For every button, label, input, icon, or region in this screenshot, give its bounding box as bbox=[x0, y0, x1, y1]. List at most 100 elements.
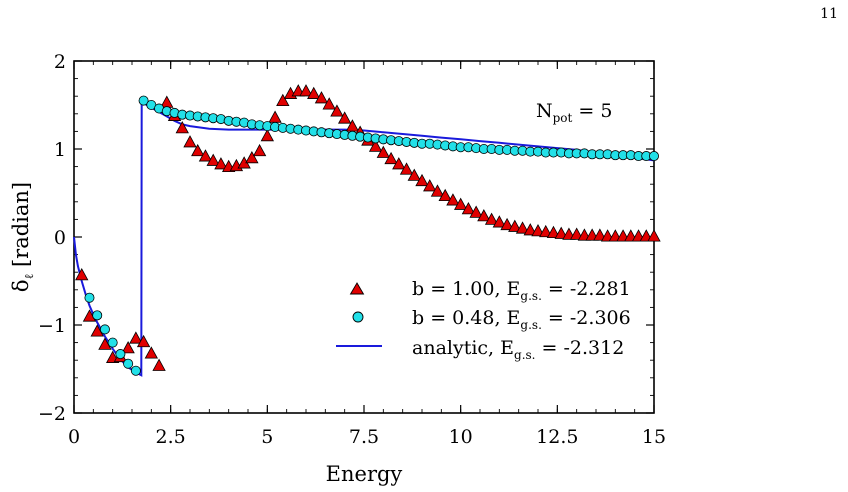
triangle-point bbox=[314, 91, 329, 104]
triangle-point bbox=[307, 86, 321, 99]
triangle-point bbox=[500, 217, 514, 231]
triangle-point bbox=[129, 331, 143, 344]
axis-ticks bbox=[73, 60, 655, 414]
legend-value-1: = -2.281 bbox=[542, 278, 631, 300]
tick-labels: 0 2.5 5 7.5 10 12.5 15 −2 −1 0 1 2 bbox=[38, 51, 666, 448]
triangle-point bbox=[276, 93, 290, 106]
circle-point bbox=[92, 310, 103, 321]
legend-label-1: b = 1.00, E bbox=[412, 278, 520, 300]
triangle-point bbox=[245, 150, 259, 164]
y-tick-label: 0 bbox=[54, 227, 66, 249]
triangle-point bbox=[430, 184, 445, 197]
circle-point bbox=[107, 337, 118, 348]
y-tick-label: 1 bbox=[54, 139, 66, 161]
triangle-point bbox=[647, 229, 661, 242]
y-axis-unit: [radian] bbox=[9, 182, 33, 274]
triangle-point bbox=[214, 157, 228, 170]
x-axis-title: Energy bbox=[326, 462, 403, 486]
triangle-point bbox=[121, 341, 135, 354]
triangle-point bbox=[569, 227, 584, 240]
legend-sub-3: g.s. bbox=[514, 348, 535, 362]
x-tick-label: 12.5 bbox=[536, 426, 578, 448]
legend-entry-3: analytic, Eg.s. = -2.312 bbox=[336, 337, 624, 362]
triangle-point bbox=[252, 143, 267, 157]
legend-entry-1: b = 1.00, Eg.s. = -2.281 bbox=[349, 278, 631, 303]
triangle-point bbox=[399, 162, 414, 175]
triangle-point bbox=[446, 193, 460, 206]
triangle-point bbox=[531, 224, 545, 237]
triangle-point bbox=[469, 205, 483, 218]
svg-text:b = 0.48, Eg.s. = -2.306: b = 0.48, Eg.s. = -2.306 bbox=[412, 307, 631, 332]
triangle-point bbox=[191, 143, 205, 157]
y-axis-symbol: δ bbox=[9, 279, 33, 292]
triangle-point bbox=[523, 223, 537, 236]
y-tick-label: 2 bbox=[54, 51, 66, 73]
circle-point bbox=[84, 292, 95, 303]
triangle-point bbox=[593, 228, 607, 241]
npot-main: N bbox=[536, 100, 553, 122]
triangle-point bbox=[477, 209, 491, 222]
legend-value-3: = -2.312 bbox=[535, 337, 624, 359]
series-layer bbox=[73, 84, 661, 377]
triangle-point bbox=[484, 212, 499, 225]
legend-sub-2: g.s. bbox=[520, 318, 541, 332]
npot-sub: pot bbox=[553, 111, 573, 125]
circle-point bbox=[123, 358, 134, 369]
x-tick-label: 7.5 bbox=[349, 426, 379, 448]
y-tick-label: −2 bbox=[38, 403, 66, 425]
y-tick-label: −1 bbox=[38, 315, 66, 337]
triangle-point bbox=[508, 219, 522, 232]
triangle-point bbox=[415, 173, 429, 187]
legend-label-2: b = 0.48, E bbox=[412, 307, 520, 329]
legend-sub-1: g.s. bbox=[520, 289, 541, 303]
triangle-point bbox=[198, 149, 213, 162]
y-axis-title: δℓ [radian] bbox=[9, 182, 36, 292]
npot-rest: = 5 bbox=[572, 100, 612, 122]
triangle-point bbox=[75, 268, 89, 281]
circle-point bbox=[99, 324, 110, 335]
page-number: 11 bbox=[820, 6, 838, 22]
triangle-point bbox=[175, 121, 189, 134]
x-tick-label: 5 bbox=[261, 426, 273, 448]
legend-entry-2: b = 0.48, Eg.s. = -2.306 bbox=[352, 307, 631, 332]
x-tick-label: 10 bbox=[449, 426, 473, 448]
triangle-point bbox=[515, 221, 530, 234]
triangle-point bbox=[322, 97, 336, 110]
triangle-point bbox=[330, 104, 344, 117]
circle-point bbox=[130, 365, 141, 376]
triangle-point bbox=[299, 84, 313, 97]
triangle-point bbox=[152, 358, 166, 371]
svg-text:analytic, Eg.s. = -2.312: analytic, Eg.s. = -2.312 bbox=[412, 337, 624, 362]
triangle-point bbox=[183, 135, 197, 148]
x-tick-label: 15 bbox=[642, 426, 666, 448]
y-axis-subscript: ℓ bbox=[22, 273, 36, 279]
triangle-point bbox=[136, 334, 151, 348]
svg-text:δℓ [radian]: δℓ [radian] bbox=[9, 182, 36, 292]
legend-label-3: analytic, E bbox=[412, 337, 514, 359]
legend: b = 1.00, Eg.s. = -2.281 b = 0.48, Eg.s.… bbox=[336, 278, 631, 362]
x-tick-label: 0 bbox=[68, 426, 80, 448]
legend-marker-circle bbox=[352, 311, 364, 323]
legend-marker-triangle bbox=[349, 282, 365, 295]
npot-annotation: Npot = 5 bbox=[536, 100, 612, 125]
triangle-point bbox=[337, 111, 352, 124]
triangle-point bbox=[144, 346, 159, 359]
triangle-point bbox=[392, 157, 406, 170]
triangle-point bbox=[492, 215, 507, 228]
legend-value-2: = -2.306 bbox=[542, 307, 631, 329]
circle-point bbox=[138, 95, 149, 106]
triangle-point bbox=[384, 151, 398, 165]
circle-point bbox=[115, 349, 126, 360]
triangle-point bbox=[438, 188, 452, 202]
triangle-point bbox=[461, 202, 476, 215]
triangle-point bbox=[376, 145, 391, 158]
triangle-point bbox=[407, 168, 421, 181]
triangle-point bbox=[206, 153, 220, 166]
circle-point bbox=[649, 151, 660, 162]
svg-text:b = 1.00, Eg.s. = -2.281: b = 1.00, Eg.s. = -2.281 bbox=[412, 278, 631, 303]
x-tick-label: 2.5 bbox=[156, 426, 186, 448]
triangle-point bbox=[268, 110, 282, 123]
triangle-point bbox=[554, 226, 568, 239]
triangle-point bbox=[453, 197, 468, 210]
